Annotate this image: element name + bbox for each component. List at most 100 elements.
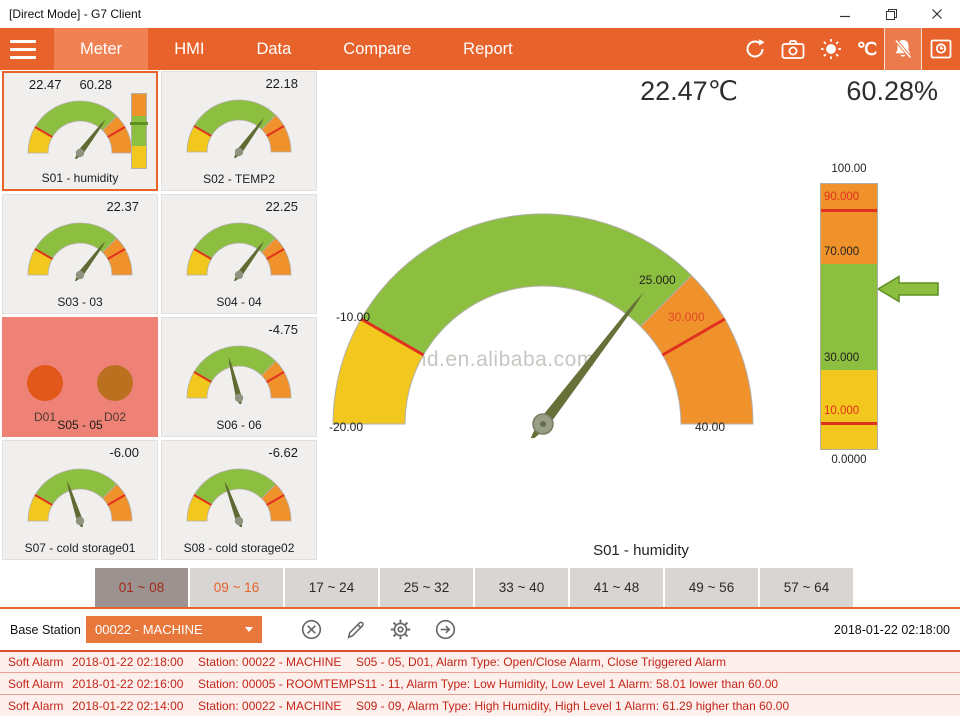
channel-label: D01 — [33, 410, 56, 424]
alarm-detail: S05 - 05, D01, Alarm Type: Open/Close Al… — [356, 655, 726, 669]
temp-unit-toggle[interactable]: ℃ — [856, 38, 878, 59]
range-tab[interactable]: 49 ~ 56 — [665, 568, 758, 607]
bar-alarm-line-90 — [821, 209, 877, 212]
meter-thumbnail[interactable]: -4.75 S06 - 06 — [161, 317, 317, 437]
bar-green-segment — [821, 263, 877, 370]
thumb-label: S07 - cold storage01 — [24, 541, 136, 555]
meter-thumbnail[interactable]: -6.00 S07 - cold storage01 — [2, 440, 158, 560]
alarm-time: 2018-01-22 02:18:00 — [72, 655, 184, 669]
alarm-log-row[interactable]: Soft Alarm 2018-01-22 02:16:00 Station: 00… — [0, 672, 960, 694]
nav-tabs: Meter HMI Data Compare Report — [54, 28, 539, 70]
thumb-values: -6.00 — [3, 441, 157, 462]
tab-compare[interactable]: Compare — [343, 40, 412, 58]
go-icon[interactable] — [434, 618, 457, 641]
thumb-value: -6.62 — [268, 445, 298, 460]
range-tab[interactable]: 57 ~ 64 — [760, 568, 853, 607]
alarm-log-row[interactable]: Soft Alarm 2018-01-22 02:18:00 Station: 00… — [0, 650, 960, 672]
title-bar: [Direct Mode] - G7 Client — [0, 0, 960, 28]
main-gauge — [332, 213, 754, 438]
meter-thumbnail[interactable]: 22.37 S03 - 03 — [2, 194, 158, 314]
alarm-time: 2018-01-22 02:14:00 — [72, 698, 184, 713]
nav-bar: Meter HMI Data Compare Report ℃ — [0, 28, 960, 70]
range-tab[interactable]: 41 ~ 48 — [570, 568, 663, 607]
camera-icon[interactable] — [774, 28, 812, 70]
thumb-values: -4.75 — [162, 318, 316, 339]
thumb-label: S05 - 05 — [57, 418, 103, 432]
alarm-panel-icon[interactable] — [922, 28, 960, 70]
alarm-mute-icon[interactable] — [884, 28, 922, 70]
thumb-value: 22.18 — [265, 76, 298, 91]
thumb-values — [3, 318, 157, 339]
range-tab[interactable]: 25 ~ 32 — [380, 568, 473, 607]
menu-icon[interactable] — [0, 28, 46, 70]
meter-thumbnail[interactable]: 22.25 S04 - 04 — [161, 194, 317, 314]
mini-gauge — [27, 100, 133, 159]
alarm-detail: S09 - 09, Alarm Type: High Humidity, Hig… — [356, 698, 790, 713]
base-station-label: Base Station — [10, 622, 81, 637]
refresh-icon[interactable] — [736, 28, 774, 70]
gauge-max-label: 40.00 — [695, 420, 726, 434]
settings-icon[interactable] — [389, 618, 412, 641]
bar-gauge: 90.000 70.000 30.000 10.000 — [820, 183, 878, 450]
station-select[interactable]: 00022 - MACHINE — [86, 616, 262, 643]
tab-hmi[interactable]: HMI — [174, 40, 205, 58]
alarm-time: 2018-01-22 02:16:00 — [72, 676, 184, 691]
thumb-value: 60.28 — [79, 77, 112, 92]
thumb-label: S02 - TEMP2 — [203, 172, 275, 186]
thumb-values: 22.47 60.28 — [4, 73, 156, 94]
bar-label-10: 10.000 — [824, 405, 860, 417]
cancel-icon[interactable] — [300, 618, 323, 641]
meter-thumbnail[interactable]: D01 D02 S05 - 05 — [2, 317, 158, 437]
mini-gauge — [27, 468, 133, 527]
thumb-values: -6.62 — [162, 441, 316, 462]
mini-gauge — [186, 99, 292, 158]
edit-icon[interactable] — [345, 619, 367, 641]
alarm-station: Station: 00022 - MACHINE — [198, 655, 342, 669]
mini-gauge — [186, 468, 292, 527]
mini-gauge — [27, 222, 133, 281]
main-panel: 22.47℃ 60.28% easemind.en.alibaba.com -2… — [322, 70, 960, 568]
nav-icon-group: ℃ — [736, 28, 960, 70]
range-tab[interactable]: 01 ~ 08 — [95, 568, 188, 607]
thumbnail-grid: 22.47 60.28 S01 - humidity 22.18 — [2, 71, 320, 563]
tab-report[interactable]: Report — [463, 40, 513, 58]
digital-indicator — [97, 365, 133, 401]
thumb-value: 22.25 — [265, 199, 298, 214]
thumb-value: 22.37 — [106, 199, 139, 214]
tab-data[interactable]: Data — [256, 40, 292, 58]
bar-min-label: 0.0000 — [831, 454, 867, 466]
bar-label-70: 70.000 — [824, 246, 860, 258]
gauge-needle — [528, 292, 644, 438]
tab-meter[interactable]: Meter — [54, 28, 149, 70]
alarm-type: Soft Alarm — [8, 698, 64, 713]
meter-thumbnail[interactable]: 22.18 S02 - TEMP2 — [161, 71, 317, 191]
brightness-icon[interactable] — [812, 28, 850, 70]
mini-bar-gauge — [130, 93, 148, 169]
channel-label: D02 — [103, 410, 126, 424]
range-tab[interactable]: 17 ~ 24 — [285, 568, 378, 607]
alarm-station: Station: 00005 - ROOMTEMP — [198, 676, 357, 691]
meter-thumbnail[interactable]: 22.47 60.28 S01 - humidity — [2, 71, 158, 191]
digital-channels: D01 D02 — [27, 365, 133, 424]
station-bar: Base Station 00022 - MACHINE 2018-01-22 … — [0, 609, 960, 650]
alarm-detail: S11 - 11, Alarm Type: Low Humidity, Low … — [356, 676, 779, 691]
bar-alarm-line-10 — [821, 422, 877, 425]
close-icon[interactable] — [914, 0, 960, 28]
alarm-log-row[interactable]: Soft Alarm 2018-01-22 02:14:00 Station: 00… — [0, 694, 960, 716]
range-tabs: 01 ~ 08 09 ~ 16 17 ~ 24 25 ~ 32 33 ~ 40 41 ~ … — [0, 568, 960, 609]
bar-orange-segment — [821, 184, 877, 264]
current-timestamp: 2018-01-22 02:18:00 — [833, 622, 950, 637]
gauge-low-mark-label: -10.00 — [336, 310, 371, 324]
alarm-type: Soft Alarm — [8, 655, 64, 669]
bar-max-label: 100.00 — [831, 163, 867, 175]
minimize-icon[interactable] — [822, 0, 868, 28]
gauge-title: S01 - humidity — [593, 542, 689, 559]
thumb-label: S03 - 03 — [57, 295, 103, 309]
range-tab[interactable]: 33 ~ 40 — [475, 568, 568, 607]
digital-indicator — [27, 365, 63, 401]
meter-thumbnail[interactable]: -6.62 S08 - cold storage02 — [161, 440, 317, 560]
range-tab[interactable]: 09 ~ 16 — [190, 568, 283, 607]
maximize-icon[interactable] — [868, 0, 914, 28]
temperature-reading: 22.47℃ — [640, 76, 738, 106]
